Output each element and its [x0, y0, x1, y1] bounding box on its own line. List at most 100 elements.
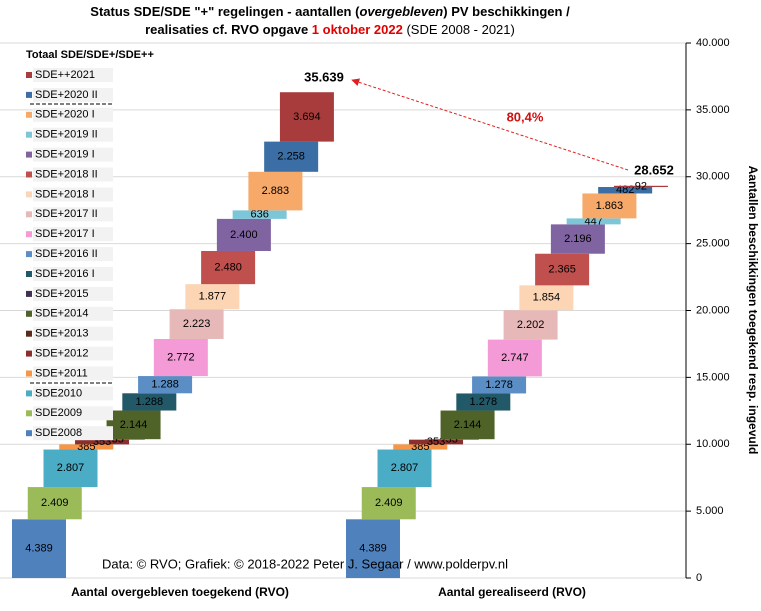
bar-segment — [59, 444, 114, 450]
value-label: 2.883 — [262, 185, 290, 197]
value-label: 4.389 — [25, 543, 53, 555]
legend-swatch — [26, 310, 32, 317]
legend-label: SDE+2019 I — [35, 149, 95, 161]
value-label: 3.694 — [293, 111, 321, 123]
legend-swatch — [26, 290, 32, 297]
legend-label: SDE+2017 I — [35, 228, 95, 240]
legend-swatch — [26, 251, 32, 258]
legend-box — [33, 366, 113, 381]
bar-segment — [279, 92, 334, 142]
bar-segment — [456, 393, 511, 411]
chart-title: Status SDE/SDE "+" regelingen - aantalle… — [90, 4, 570, 19]
value-label: 2.772 — [167, 351, 195, 363]
legend-box — [33, 267, 113, 281]
legend-label: SDE++2021 — [35, 69, 95, 81]
legend-box — [33, 346, 113, 361]
legend-swatch — [26, 111, 32, 118]
legend-label: SDE+2013 — [35, 328, 89, 340]
bar-segment — [75, 439, 130, 445]
legend-label: SDE2008 — [35, 427, 82, 439]
value-label: 2.144 — [454, 419, 482, 431]
legend-label: SDE+2016 I — [35, 268, 95, 280]
legend-label: SDE+2017 II — [35, 208, 98, 220]
value-label: 2.144 — [120, 419, 148, 431]
value-label: 2.196 — [564, 233, 592, 245]
bar-segment — [106, 410, 161, 440]
bar-segment — [535, 253, 590, 286]
legend-swatch — [26, 191, 32, 198]
bar-segment — [90, 439, 145, 440]
bar-segment — [153, 338, 208, 377]
value-label: 636 — [250, 209, 268, 221]
value-label: 2.409 — [41, 497, 69, 509]
bar-segment — [550, 224, 605, 254]
bar-segment — [27, 487, 82, 520]
chart-title: realisaties cf. RVO opgave 1 oktober 202… — [145, 22, 515, 37]
value-label: 2.409 — [375, 497, 403, 509]
legend-box — [33, 68, 113, 82]
value-label: 482 — [616, 184, 634, 196]
legend-swatch — [26, 131, 32, 138]
legend-label: SDE+2020 II — [35, 89, 98, 101]
legend-swatch — [26, 390, 32, 397]
bar-segment — [122, 393, 177, 411]
y-tick-label: 15.000 — [696, 371, 730, 383]
bar-segment — [201, 250, 256, 285]
legend-box — [33, 167, 113, 182]
legend-box — [33, 127, 113, 142]
value-label: 1.854 — [533, 292, 561, 304]
legend-label: SDE+2018 II — [35, 168, 98, 180]
title-part: (SDE 2008 - 2021) — [403, 22, 515, 37]
credit: Data: © RVO; Grafiek: © 2018-2022 Peter … — [102, 556, 508, 571]
title-part: ) PV beschikkingen / — [443, 4, 570, 19]
bar-segment — [582, 193, 637, 219]
bar-segment — [377, 449, 432, 488]
bar-segment — [503, 310, 558, 340]
y-tick-label: 35.000 — [696, 104, 730, 116]
legend-box — [33, 386, 113, 401]
x-tick-label: Aantal overgebleven toegekend (RVO) — [71, 585, 289, 599]
y-tick-label: 30.000 — [696, 171, 730, 183]
y-tick-label: 25.000 — [696, 238, 730, 250]
legend-label: SDE+2011 — [35, 367, 88, 379]
y-tick-label: 5.000 — [696, 505, 724, 517]
x-tick-label: Aantal gerealiseerd (RVO) — [438, 585, 586, 599]
legend-swatch — [26, 410, 32, 417]
bar-segment — [43, 449, 98, 488]
legend-box — [33, 207, 113, 222]
bar-segment — [248, 171, 303, 211]
bar-segment — [264, 141, 319, 172]
legend-label: SDE+2018 I — [35, 188, 95, 200]
bar-segment — [519, 285, 574, 311]
bar-segment — [598, 187, 653, 194]
y-axis-title: Aantallen beschikkingen toegekend resp. … — [746, 166, 760, 455]
legend-label: SDE2009 — [35, 407, 82, 419]
bar-segment — [566, 218, 621, 225]
legend-box — [33, 227, 113, 242]
bar-segment — [440, 410, 495, 440]
legend-box — [33, 406, 113, 421]
value-label: 2.747 — [501, 352, 529, 364]
value-label: 2.807 — [391, 462, 419, 474]
bar-segment — [393, 444, 448, 450]
value-label: 4.389 — [359, 543, 387, 555]
legend-label: SDE+2014 — [35, 308, 89, 320]
legend-label: SDE+2019 II — [35, 129, 98, 141]
legend-label: SDE+2020 I — [35, 109, 95, 121]
legend-swatch — [26, 350, 32, 357]
legend-swatch — [26, 430, 32, 437]
legend-swatch — [26, 330, 32, 337]
value-label: 2.202 — [517, 319, 545, 331]
grid: 0 5.000 10.000 15.000 20.000 25.000 30.000 35.0… — [0, 37, 730, 584]
legend-swatch — [26, 271, 32, 277]
value-label: 1.278 — [485, 379, 513, 391]
bar-segment — [216, 218, 271, 251]
value-label: 1.288 — [136, 396, 164, 408]
value-label: 2.365 — [548, 263, 576, 275]
legend-title: Totaal SDE/SDE+/SDE++ — [26, 49, 154, 61]
y-tick-label: 20.000 — [696, 304, 730, 316]
legend-label: SDE+2016 II — [35, 248, 98, 260]
bar-segment — [613, 185, 668, 188]
bar-segment — [346, 519, 400, 578]
